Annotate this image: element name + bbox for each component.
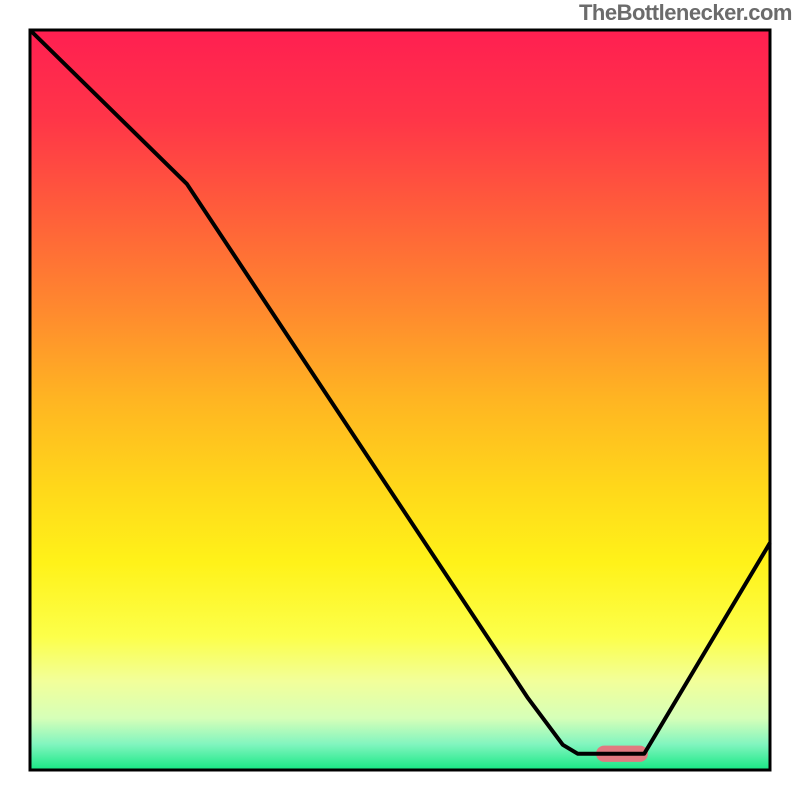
watermark-text: TheBottlenecker.com bbox=[579, 0, 792, 26]
chart-container: TheBottlenecker.com bbox=[0, 0, 800, 800]
chart-svg bbox=[0, 0, 800, 800]
